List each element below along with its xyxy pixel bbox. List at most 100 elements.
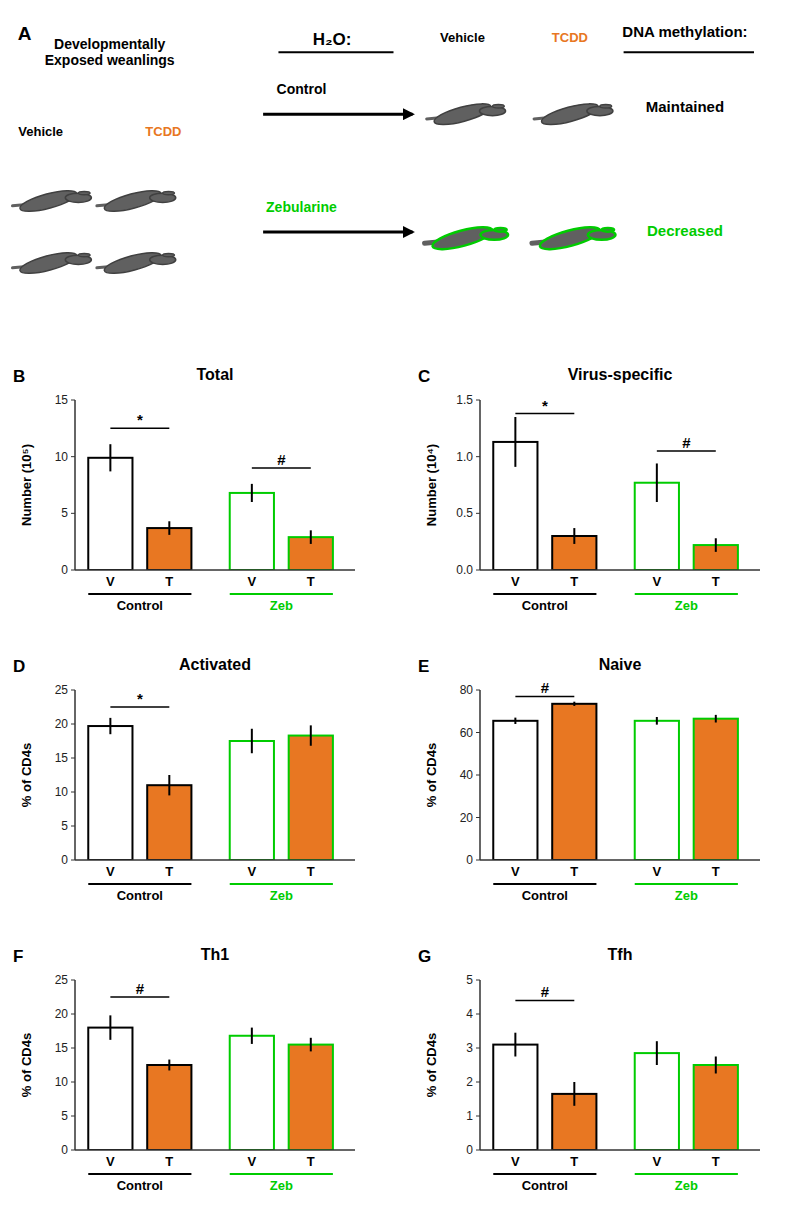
error-bar (514, 417, 516, 467)
y-tick-label: 1.0 (456, 450, 473, 464)
x-tick-label: V (106, 574, 115, 589)
plot-area (493, 1033, 738, 1150)
y-tick (71, 690, 75, 691)
y-tick-label: 25 (55, 973, 69, 987)
y-tick-label: 10 (55, 1075, 69, 1089)
x-tick-label: V (511, 864, 520, 879)
error-bar (251, 729, 253, 753)
bar-panel: 0510152025VTVTControlZeb% of CD4sTh1F# (13, 946, 355, 1193)
mouse (12, 186, 91, 215)
diagram-text-line: H₂O: (313, 30, 352, 49)
y-axis-label: % of CD4s (424, 1033, 439, 1097)
y-tick (476, 456, 480, 457)
group-rule (230, 883, 333, 885)
error-bar (310, 530, 312, 544)
y-tick-label: 60 (460, 726, 474, 740)
y-tick (71, 570, 75, 571)
title: Activated (179, 656, 251, 673)
group-label: Control (522, 1178, 568, 1193)
heading-rule (624, 51, 754, 53)
y-axis (74, 400, 76, 570)
diagram-text: TCDD (145, 124, 181, 139)
error-bar (715, 538, 717, 552)
bar (694, 719, 738, 860)
y-axis-label: % of CD4s (19, 743, 34, 807)
x-tick-label: T (570, 574, 578, 589)
y-tick-label: 0 (61, 1143, 68, 1157)
group-rule (493, 1173, 596, 1175)
plot-area (88, 1015, 333, 1150)
group-label: Zeb (675, 1178, 698, 1193)
x-tick-label: V (248, 574, 257, 589)
y-axis (479, 980, 481, 1150)
mouse (12, 248, 91, 277)
mouse-ear (78, 191, 90, 194)
x-axis (480, 859, 760, 861)
y-tick (476, 1150, 480, 1151)
x-tick-label: T (712, 574, 720, 589)
x-tick-label: V (511, 1154, 520, 1169)
y-tick (71, 1048, 75, 1049)
diagram-text: TCDD (552, 30, 588, 45)
group-rule (493, 883, 596, 885)
y-tick (476, 817, 480, 818)
diagram-text: Decreased (647, 222, 723, 239)
group-rule (635, 883, 738, 885)
y-tick-label: 10 (55, 785, 69, 799)
y-tick-label: 0 (61, 563, 68, 577)
y-tick (71, 1150, 75, 1151)
group-label: Zeb (270, 598, 293, 613)
title: Virus-specific (568, 366, 673, 383)
y-tick-label: 20 (55, 717, 69, 731)
bar (493, 721, 537, 860)
mouse-ear (163, 191, 175, 194)
x-tick-label: T (307, 1154, 315, 1169)
diagram-text: Vehicle (18, 124, 63, 139)
x-tick-label: T (165, 1154, 173, 1169)
group-label: Control (522, 888, 568, 903)
plot-area (88, 444, 333, 570)
panel-label: D (13, 657, 25, 676)
diagram-text: A (18, 23, 32, 44)
group-label: Control (117, 1178, 163, 1193)
mouse-ear (493, 105, 505, 108)
bar (230, 1036, 274, 1150)
bar (694, 1065, 738, 1150)
bar (289, 1045, 333, 1150)
significance-symbol: # (541, 679, 550, 696)
significance-symbol: * (137, 690, 143, 707)
y-tick (71, 1116, 75, 1117)
y-tick (71, 1082, 75, 1083)
mouse (425, 223, 509, 254)
y-tick (71, 513, 75, 514)
error-bar (109, 444, 111, 471)
mouse-ear (163, 253, 175, 256)
group-rule (88, 593, 191, 595)
diagram-text-line: Maintained (646, 98, 724, 115)
x-tick-label: T (712, 1154, 720, 1169)
error-bar (656, 717, 658, 725)
significance-symbol: * (137, 411, 143, 428)
y-axis (479, 400, 481, 570)
y-axis (74, 980, 76, 1150)
error-bar (573, 1082, 575, 1106)
heading-rule (278, 51, 393, 53)
bar (635, 1053, 679, 1150)
y-tick (71, 1014, 75, 1015)
y-axis (74, 690, 76, 860)
title: Total (196, 366, 233, 383)
bar (88, 458, 132, 570)
y-tick (476, 570, 480, 571)
bar (552, 704, 596, 860)
y-tick (71, 758, 75, 759)
y-tick-label: 0 (466, 1143, 473, 1157)
group-label: Zeb (675, 888, 698, 903)
y-tick-label: 0 (466, 853, 473, 867)
group-label: Zeb (270, 888, 293, 903)
y-tick-label: 5 (61, 1109, 68, 1123)
group-rule (88, 1173, 191, 1175)
group-label: Zeb (675, 598, 698, 613)
bar (635, 721, 679, 860)
y-tick-label: 0 (61, 853, 68, 867)
group-label: Control (117, 888, 163, 903)
